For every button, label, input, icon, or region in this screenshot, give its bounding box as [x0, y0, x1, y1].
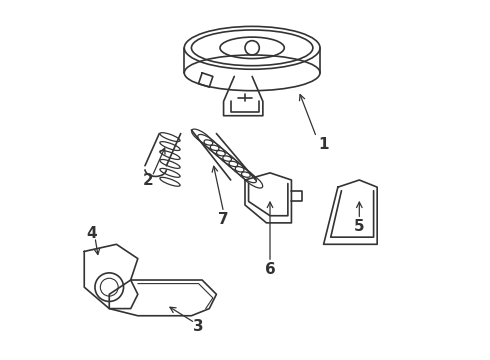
Text: 7: 7	[218, 212, 229, 227]
Text: 2: 2	[143, 172, 154, 188]
Text: 5: 5	[354, 219, 365, 234]
Text: 6: 6	[265, 262, 275, 277]
Text: 4: 4	[86, 226, 97, 241]
Text: 3: 3	[193, 319, 204, 334]
Text: 1: 1	[318, 137, 329, 152]
